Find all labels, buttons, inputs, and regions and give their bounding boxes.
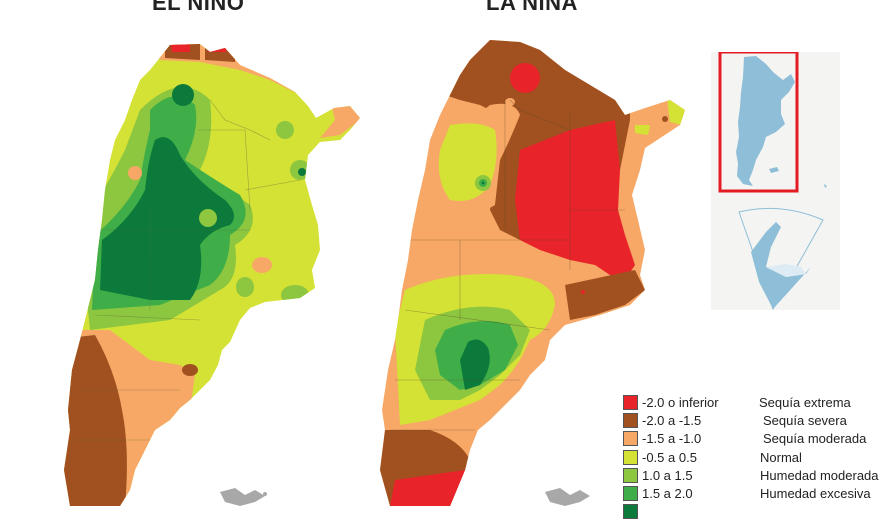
legend-range: -1.5 a -1.0 [642,431,702,447]
inset-highlight-frame [718,50,799,193]
legend-range: -0.5 a 0.5 [642,449,697,465]
legend-swatch [623,431,638,447]
falkland-islands-icon [220,488,265,506]
legend: -2.0 o inferior Sequía extrema -2.0 a -1… [623,393,880,521]
legend-label: Humedad excesiva [760,486,871,502]
legend-swatch [623,467,638,483]
legend-swatch [623,504,638,520]
legend-range: 1.0 a 1.5 [642,467,693,483]
legend-label: Normal [760,449,802,465]
legend-range: -2.0 a -1.5 [642,412,702,428]
legend-label: Sequía extrema [759,394,851,410]
el-nino-map [64,44,360,506]
legend-label: Sequía moderada [763,431,867,447]
legend-item-extreme-drought: -2.0 o inferior Sequía extrema [623,393,880,411]
legend-range: 1.5 a 2.0 [642,486,693,502]
falkland-islands-icon [545,488,590,506]
el-nino-title: EL NIÑO [152,0,245,15]
legend-item-severe-drought: -2.0 a -1.5 Sequía severa [623,411,880,429]
legend-item-normal: -0.5 a 0.5 Normal [623,448,880,466]
legend-label: Sequía severa [763,412,847,428]
legend-item-moderate-drought: -1.5 a -1.0 Sequía moderada [623,430,880,448]
la-nina-map [380,40,685,506]
legend-item-excessive-humidity: 1.5 a 2.0 Humedad excesiva [623,484,880,502]
legend-swatch [623,486,638,502]
legend-swatch [623,412,638,428]
legend-swatch [623,394,638,410]
la-nina-title: LA NIÑA [486,0,578,15]
legend-item-moderate-humidity: 1.0 a 1.5 Humedad moderada [623,466,880,484]
legend-swatch [623,449,638,465]
legend-label: Humedad moderada [760,467,879,483]
argentina-locator-svg [718,50,827,311]
legend-range: -2.0 o inferior [642,394,719,410]
locator-inset-map [711,50,840,311]
